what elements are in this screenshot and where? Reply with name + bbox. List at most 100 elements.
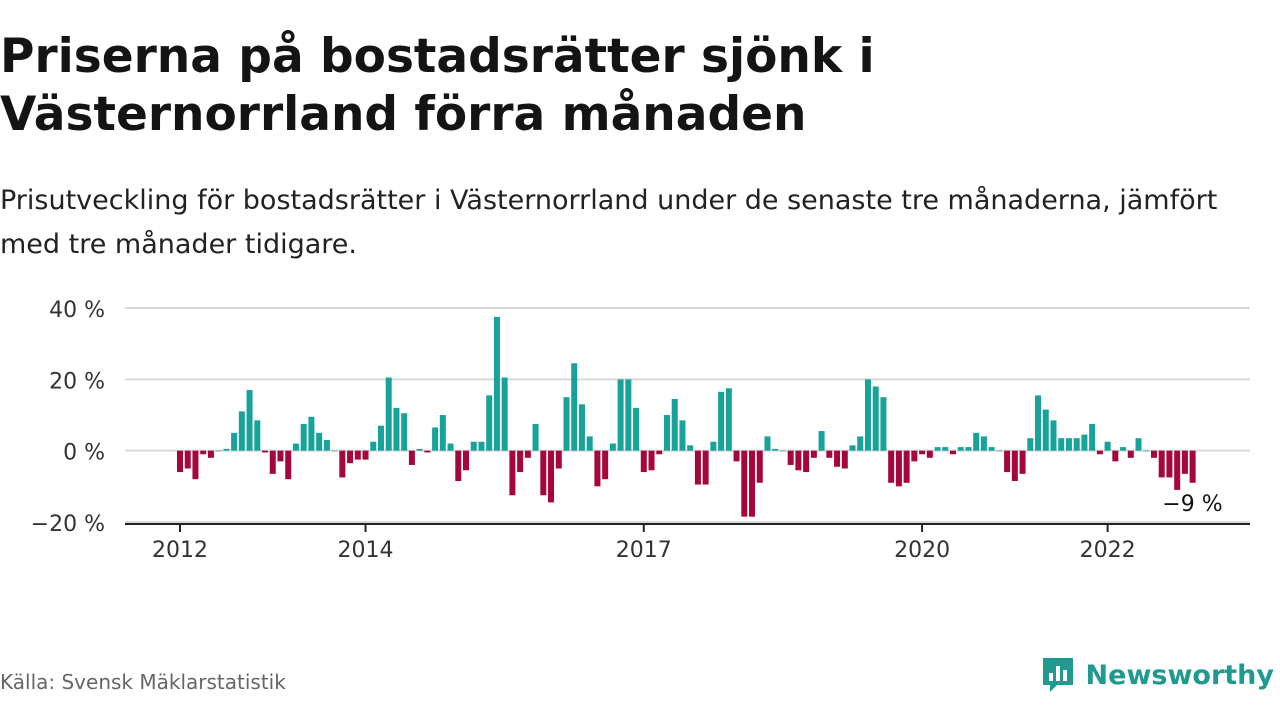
bar (501, 377, 508, 451)
bar (1081, 434, 1088, 451)
bar (942, 447, 949, 451)
bar-chart-logo-icon (1042, 658, 1073, 692)
bar (1065, 438, 1072, 451)
bar (292, 443, 299, 451)
bar (254, 420, 261, 451)
x-tick-label: 2017 (616, 538, 672, 563)
bar (463, 450, 470, 471)
bar (849, 445, 856, 451)
y-tick-label: 40 % (49, 298, 105, 323)
bar (718, 391, 725, 451)
bar (246, 390, 253, 451)
bar (996, 450, 1003, 452)
bar-chart: 40 % 20 % 0 % −20 % 2012 2014 2017 2020 2022 −9… (31, 298, 1250, 563)
bar (725, 388, 732, 451)
bar (223, 448, 230, 451)
bar (1174, 450, 1181, 490)
bar (926, 450, 933, 458)
bar (663, 415, 670, 451)
bar (911, 450, 918, 462)
bar (215, 450, 222, 452)
bar (1181, 450, 1188, 474)
bar (347, 450, 354, 464)
bar (540, 450, 547, 496)
bar (1050, 420, 1057, 451)
bar (671, 398, 678, 451)
bar (323, 439, 330, 451)
bar (919, 450, 926, 455)
bar (888, 450, 895, 483)
bar (1150, 450, 1157, 458)
bar (1096, 450, 1103, 455)
bar (810, 450, 817, 458)
bar (965, 447, 972, 451)
bar (1189, 450, 1196, 483)
bar (787, 450, 794, 465)
bar (764, 436, 771, 451)
bar (749, 450, 756, 517)
bar (818, 431, 825, 451)
gridlines (125, 307, 1250, 523)
newsworthy-logo: Newsworthy (1040, 653, 1274, 697)
brand-name: Newsworthy (1085, 659, 1274, 691)
bar (555, 450, 562, 469)
bar (207, 450, 214, 458)
bar (633, 407, 640, 451)
bar (192, 450, 199, 480)
bar (1035, 395, 1042, 451)
bar (988, 447, 995, 451)
bar (439, 415, 446, 451)
bar (354, 450, 361, 460)
bar (687, 445, 694, 451)
bar (455, 450, 462, 481)
bar (416, 448, 423, 451)
y-tick-label: −20 % (31, 512, 105, 537)
bar (548, 450, 555, 503)
bar (285, 450, 292, 480)
bar (694, 450, 701, 485)
bar (741, 450, 748, 517)
last-value-label: −9 % (1162, 492, 1222, 517)
bar (973, 432, 980, 451)
bar (872, 386, 879, 451)
bar (509, 450, 516, 496)
bar (1127, 450, 1134, 458)
bar (1073, 438, 1080, 451)
bar (594, 450, 601, 487)
y-tick-label: 0 % (63, 441, 105, 466)
bar (432, 427, 439, 451)
bar (478, 441, 485, 451)
bar (950, 450, 956, 455)
bar (679, 420, 686, 451)
bar (880, 397, 887, 451)
bar (1120, 447, 1127, 451)
bar (408, 450, 415, 465)
bar (602, 450, 609, 480)
bar (362, 450, 369, 460)
bar (524, 450, 531, 458)
bar (300, 423, 307, 451)
bar (1112, 450, 1119, 462)
bar (1143, 450, 1150, 452)
bar (370, 441, 377, 451)
bar (864, 379, 871, 451)
bars (177, 316, 1196, 517)
bar (277, 450, 284, 462)
bar (1011, 450, 1018, 481)
bar (231, 432, 238, 451)
bar (1135, 438, 1142, 451)
bar (903, 450, 910, 483)
chart-subtitle: Prisutveckling för bostadsrätter i Väste… (0, 185, 1218, 260)
bar (733, 450, 740, 462)
bar (609, 443, 616, 451)
bar (710, 441, 717, 451)
bar (826, 450, 833, 458)
bar (648, 450, 655, 471)
chart-title: Priserna på bostadsrätter sjönk i Väster… (0, 29, 875, 142)
bar (470, 441, 477, 451)
bar (447, 443, 454, 451)
bar (586, 436, 593, 451)
bar (841, 450, 848, 469)
x-tick-label: 2020 (894, 538, 950, 563)
bar (401, 413, 408, 451)
